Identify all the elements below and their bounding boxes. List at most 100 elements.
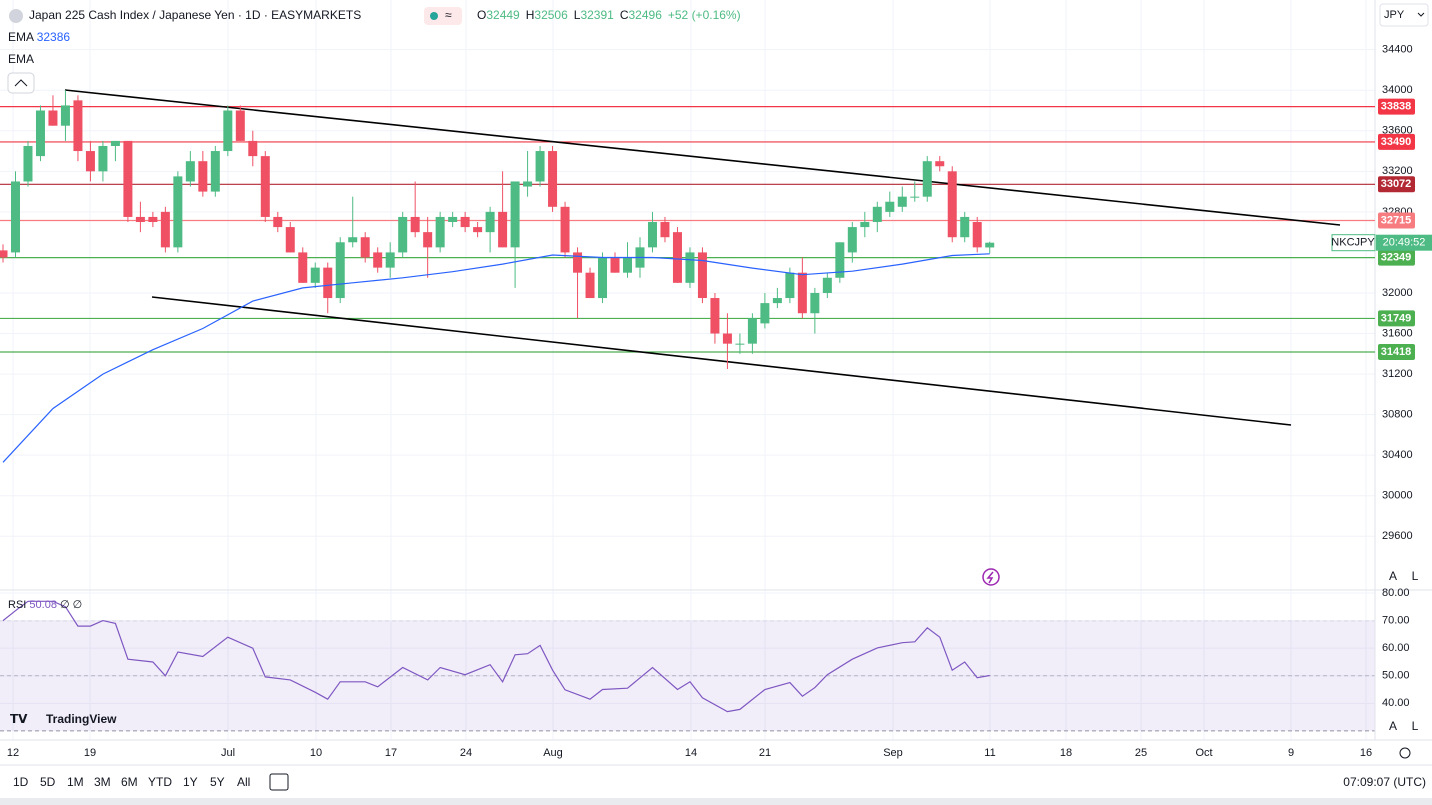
rsi-line	[2, 600, 990, 713]
logo: TradingView	[46, 712, 117, 726]
ema-line	[2, 253, 990, 463]
candle-body	[922, 161, 932, 197]
candle-body	[610, 257, 620, 273]
time-label: 12	[7, 747, 19, 759]
candle-body	[460, 216, 470, 228]
candle-body	[60, 105, 70, 126]
collapse-icon	[14, 79, 28, 87]
event-icon[interactable]	[982, 568, 1000, 586]
candle-body	[860, 222, 870, 228]
scale-button[interactable]: L	[1412, 719, 1419, 733]
currency-button[interactable]	[1379, 3, 1429, 27]
ema-label: EMA	[8, 30, 34, 44]
candle-body	[647, 222, 657, 248]
rsi-label: RSI	[8, 599, 26, 611]
candle-body	[485, 211, 495, 233]
candle-body	[360, 237, 370, 258]
rsi-tick-label: 80.00	[1382, 587, 1410, 599]
candle-body	[160, 211, 170, 248]
candle-body	[847, 227, 857, 253]
level-tag	[1378, 212, 1415, 229]
candle-body	[772, 298, 782, 304]
overlay	[2, 253, 990, 713]
rsi-tick-label: 50.00	[1382, 670, 1410, 682]
candle-body	[947, 171, 957, 238]
level-label: 32715	[1381, 214, 1412, 226]
scale-button[interactable]: A	[1389, 569, 1397, 583]
time-label: Sep	[883, 747, 903, 759]
range-button[interactable]: YTD	[148, 775, 172, 789]
range-button[interactable]: 1M	[67, 775, 84, 789]
candle-body	[910, 196, 920, 198]
scale-button[interactable]: A	[1389, 719, 1397, 733]
candle-body	[660, 222, 670, 238]
candle-body	[0, 250, 8, 258]
settings-icon[interactable]	[1399, 747, 1411, 759]
clock: 07:09:07 (UTC)	[1343, 775, 1426, 789]
candle-body	[510, 181, 520, 248]
candle-body	[435, 216, 445, 248]
candle-body	[23, 145, 33, 182]
candle-body	[672, 232, 682, 283]
candle-body	[198, 161, 208, 192]
event-bolt	[986, 571, 994, 584]
time-label: 21	[759, 747, 771, 759]
collapse-button[interactable]	[7, 72, 35, 94]
range-button[interactable]: 5D	[40, 775, 56, 789]
chart-title: Japan 225 Cash Index / Japanese Yen · 1D…	[29, 8, 361, 22]
range-button[interactable]: All	[237, 775, 250, 789]
range-button[interactable]: 1Y	[183, 775, 198, 789]
candle-body	[110, 140, 120, 146]
time-label: Aug	[543, 747, 563, 759]
price-tick-label: 33200	[1382, 165, 1413, 177]
candle-body	[548, 151, 558, 207]
candle-body	[323, 267, 333, 299]
candle-body	[85, 151, 95, 172]
rsi-band	[0, 620, 1375, 731]
range-button[interactable]: 6M	[121, 775, 138, 789]
candle-body	[48, 110, 58, 126]
candle-body	[348, 237, 358, 243]
rsi-extra: ∅ ∅	[60, 599, 82, 611]
candle-body	[223, 110, 233, 152]
candle-body	[448, 216, 458, 223]
candle-body	[273, 216, 283, 228]
range-button[interactable]: 1D	[13, 775, 29, 789]
time-label: 9	[1288, 747, 1294, 759]
status-icon: ≈	[445, 8, 452, 22]
candle-body	[710, 298, 720, 334]
candle-body	[73, 100, 83, 152]
candle-body	[35, 110, 45, 157]
candle-body	[523, 181, 533, 187]
candle-body	[398, 216, 408, 253]
range-button[interactable]: 3M	[94, 775, 111, 789]
rsi-tick-label: 70.00	[1382, 615, 1410, 627]
rsi-tick-label: 60.00	[1382, 642, 1410, 654]
price-tick-label: 30400	[1382, 449, 1413, 461]
candle-body	[985, 242, 995, 248]
ema-legend-2: EMA	[8, 52, 34, 66]
candle-body	[498, 211, 508, 248]
candle-body	[760, 303, 770, 324]
candle-body	[810, 292, 820, 314]
countdown: 20:49:52	[1383, 237, 1426, 249]
candle-body	[747, 318, 757, 344]
candle-body	[410, 216, 420, 233]
level-label: 33490	[1381, 136, 1412, 148]
trend-line-lower	[151, 296, 1292, 426]
candle-body	[173, 176, 183, 248]
date-range-icon[interactable]	[269, 773, 289, 791]
rsi-tick-label: 40.00	[1382, 697, 1410, 709]
ohlc-key: O	[477, 8, 486, 22]
range-button[interactable]: 5Y	[210, 775, 225, 789]
scale-buttons: A L A L	[1389, 569, 1419, 733]
candle-body	[98, 145, 108, 172]
scale-button[interactable]: L	[1412, 569, 1419, 583]
countdown-bg	[1376, 234, 1432, 251]
candle-body	[335, 242, 345, 299]
candle-body	[585, 272, 595, 299]
level-tag	[1378, 98, 1415, 115]
candle-body	[210, 151, 220, 192]
ohlc-key: H	[526, 8, 535, 22]
time-label: 19	[84, 747, 96, 759]
